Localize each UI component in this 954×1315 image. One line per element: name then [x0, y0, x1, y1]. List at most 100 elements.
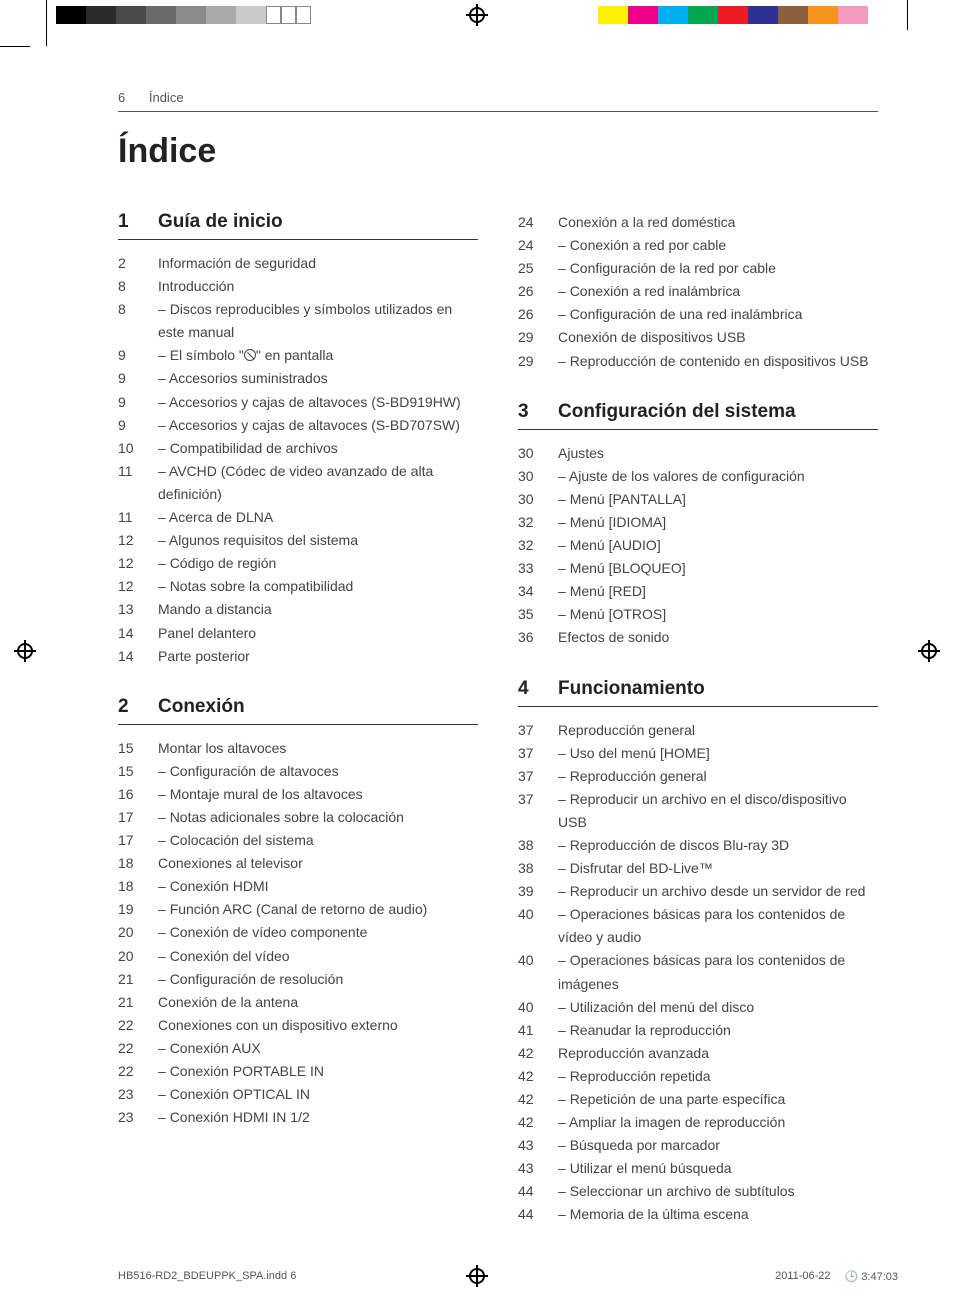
toc-entry: 36Efectos de sonido [518, 626, 878, 649]
color-swatch [86, 6, 116, 24]
section-heading: 1Guía de inicio [118, 211, 478, 240]
toc-entry: 37Reproducir un archivo en el disco/disp… [518, 788, 878, 834]
crop-tick [46, 16, 47, 46]
toc-entry-page: 13 [118, 598, 158, 621]
toc-entry-text: El símbolo "" en pantalla [158, 344, 478, 367]
footer: HB516-RD2_BDEUPPK_SPA.indd 6 2011-06-22 … [118, 1270, 898, 1283]
section-title: Guía de inicio [158, 211, 283, 233]
toc-entry-page: 17 [118, 806, 158, 829]
toc-entry: 21Conexión de la antena [118, 991, 478, 1014]
toc-entry-text: Menú [RED] [558, 580, 878, 603]
toc-entry-page: 8 [118, 298, 158, 321]
color-swatch [718, 6, 748, 24]
toc-entry-text: Configuración de altavoces [158, 760, 478, 783]
toc-entry-page: 20 [118, 945, 158, 968]
toc-entry-text: Accesorios y cajas de altavoces (S-BD919… [158, 391, 478, 414]
section-title: Funcionamiento [558, 678, 705, 700]
toc-entry-page: 18 [118, 875, 158, 898]
toc-entry-page: 25 [518, 257, 558, 280]
toc-entry: 22Conexión PORTABLE IN [118, 1060, 478, 1083]
toc-entry: 42Reproducción avanzada [518, 1042, 878, 1065]
toc-entry-page: 26 [518, 280, 558, 303]
toc-entry-page: 29 [518, 326, 558, 349]
toc-entry-text: Colocación del sistema [158, 829, 478, 852]
toc-entry-page: 8 [118, 275, 158, 298]
toc-entry: 21Configuración de resolución [118, 968, 478, 991]
toc-entry: 33Menú [BLOQUEO] [518, 557, 878, 580]
toc-entry-page: 22 [118, 1060, 158, 1083]
toc-entry-text: Accesorios suministrados [158, 367, 478, 390]
toc-entry-text: Conexiones con un dispositivo externo [158, 1014, 478, 1037]
toc-entry-text: Reproducción avanzada [558, 1042, 878, 1065]
toc-entry-text: Función ARC (Canal de retorno de audio) [158, 898, 478, 921]
toc-entry-page: 42 [518, 1042, 558, 1065]
toc-entry: 42Reproducción repetida [518, 1065, 878, 1088]
toc-entry-text: Conexión OPTICAL IN [158, 1083, 478, 1106]
color-swatch [868, 6, 898, 24]
register-mark-icon [918, 640, 940, 662]
toc-entry-text: Efectos de sonido [558, 626, 878, 649]
page: 6 Índice Índice 1Guía de inicio2Informac… [0, 0, 954, 1315]
toc-entry-text: Menú [PANTALLA] [558, 488, 878, 511]
toc-entry: 17Notas adicionales sobre la colocación [118, 806, 478, 829]
color-swatch [748, 6, 778, 24]
section-heading: 4Funcionamiento [518, 678, 878, 707]
toc-entry-page: 22 [118, 1014, 158, 1037]
toc-entry-text: Panel delantero [158, 622, 478, 645]
toc-entry-text: Utilización del menú del disco [558, 996, 878, 1019]
toc-entry-page: 23 [118, 1106, 158, 1129]
color-swatch [266, 6, 281, 24]
toc-entry: 20Conexión del vídeo [118, 945, 478, 968]
toc-entry-text: Seleccionar un archivo de subtítulos [558, 1180, 878, 1203]
toc-entry-text: Notas sobre la compatibilidad [158, 575, 478, 598]
color-swatch [206, 6, 236, 24]
toc-entry-page: 15 [118, 737, 158, 760]
toc-entry-page: 37 [518, 765, 558, 788]
toc-entry: 12Algunos requisitos del sistema [118, 529, 478, 552]
color-bar [598, 6, 898, 24]
toc-entry: 14Parte posterior [118, 645, 478, 668]
toc-entry: 24Conexión a red por cable [518, 234, 878, 257]
toc-entry-page: 38 [518, 857, 558, 880]
footer-time: 🕒 3:47:03 [845, 1270, 898, 1283]
toc-entry-text: Uso del menú [HOME] [558, 742, 878, 765]
toc-entry: 30Ajustes [518, 442, 878, 465]
toc-entry: 42Repetición de una parte específica [518, 1088, 878, 1111]
toc-entry: 9El símbolo "" en pantalla [118, 344, 478, 367]
toc-entry: 25Configuración de la red por cable [518, 257, 878, 280]
toc-entry-text: Montaje mural de los altavoces [158, 783, 478, 806]
toc-entry: 38Reproducción de discos Blu-ray 3D [518, 834, 878, 857]
section-number: 4 [518, 678, 558, 700]
section-number: 3 [518, 401, 558, 423]
toc-entry-text: Conexión a red inalámbrica [558, 280, 878, 303]
toc-entry-text: Introducción [158, 275, 478, 298]
section-title: Conexión [158, 696, 245, 718]
toc-entry: 29Conexión de dispositivos USB [518, 326, 878, 349]
toc-entry: 22Conexiones con un dispositivo externo [118, 1014, 478, 1037]
toc-entry-text: Montar los altavoces [158, 737, 478, 760]
toc-entry: 40Operaciones básicas para los contenido… [518, 949, 878, 995]
toc-entry-text: Menú [AUDIO] [558, 534, 878, 557]
toc-entry-page: 24 [518, 211, 558, 234]
toc-entry-text: Repetición de una parte específica [558, 1088, 878, 1111]
color-swatch [598, 6, 628, 24]
footer-file: HB516-RD2_BDEUPPK_SPA.indd 6 [118, 1270, 296, 1283]
toc-entry-page: 20 [118, 921, 158, 944]
toc-entry: 26Conexión a red inalámbrica [518, 280, 878, 303]
toc-entry-page: 36 [518, 626, 558, 649]
toc-entry-text: Disfrutar del BD-Live™ [558, 857, 878, 880]
color-swatch [296, 6, 311, 24]
toc-entry: 44Memoria de la última escena [518, 1203, 878, 1226]
toc-entry-page: 37 [518, 788, 558, 811]
content-area: 6 Índice Índice 1Guía de inicio2Informac… [118, 90, 878, 1227]
toc-entry-page: 9 [118, 414, 158, 437]
toc-entry: 37Uso del menú [HOME] [518, 742, 878, 765]
toc-entry-page: 29 [518, 350, 558, 373]
toc-entry-page: 39 [518, 880, 558, 903]
toc-entry-page: 18 [118, 852, 158, 875]
toc-entry: 19Función ARC (Canal de retorno de audio… [118, 898, 478, 921]
toc-entry-page: 9 [118, 367, 158, 390]
toc-entry-text: Conexión a red por cable [558, 234, 878, 257]
toc-entry-text: Memoria de la última escena [558, 1203, 878, 1226]
toc-entry: 20Conexión de vídeo componente [118, 921, 478, 944]
